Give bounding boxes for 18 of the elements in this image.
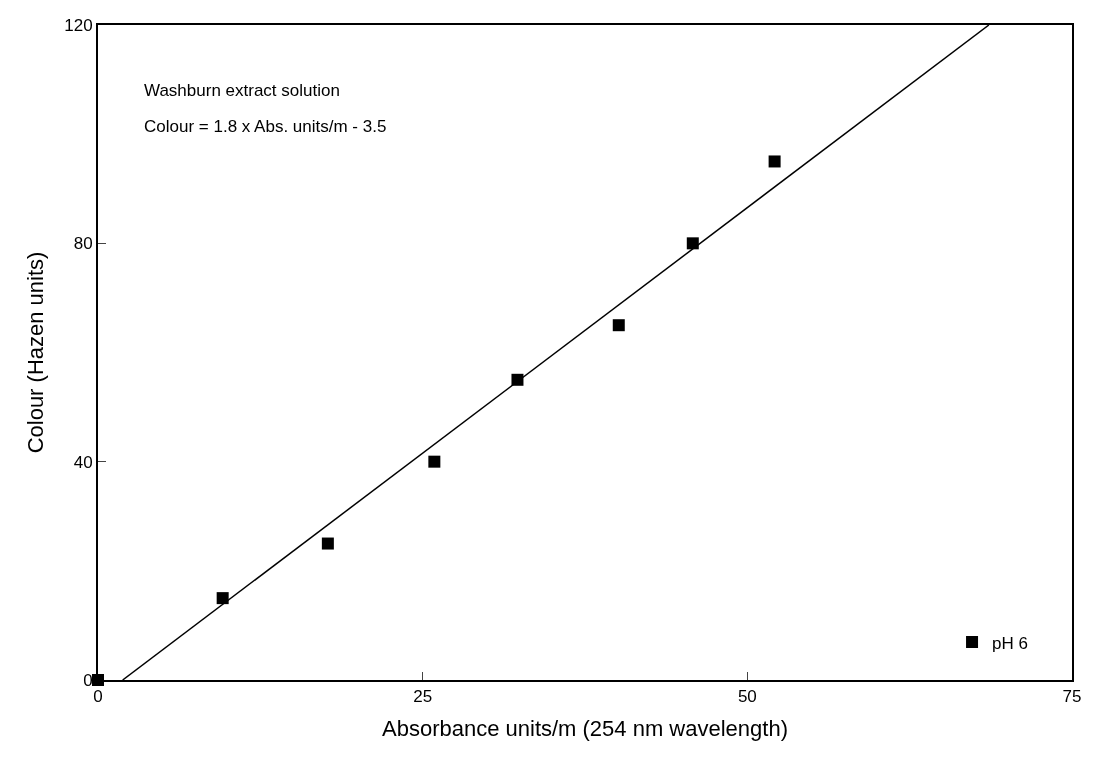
x-tick-label: 75 bbox=[1062, 687, 1082, 707]
y-tick-label: 0 bbox=[83, 670, 93, 690]
x-tick-label: 50 bbox=[737, 687, 757, 707]
annotation: Washburn extract solution bbox=[144, 81, 340, 100]
point bbox=[216, 592, 229, 605]
y-tick-label: 40 bbox=[73, 452, 93, 472]
y-tick-label: 120 bbox=[64, 15, 93, 35]
point bbox=[612, 319, 625, 332]
x-axis-title: Absorbance units/m (254 nm wavelength) bbox=[382, 715, 788, 741]
point bbox=[768, 155, 781, 168]
y-tick-label: 80 bbox=[73, 234, 93, 254]
annotation: Colour = 1.8 x Abs. units/m - 3.5 bbox=[144, 117, 387, 136]
point bbox=[686, 237, 699, 250]
legend-label: pH 6 bbox=[992, 633, 1028, 653]
point bbox=[428, 455, 441, 468]
y-axis-title: Colour (Hazen units) bbox=[22, 251, 48, 454]
x-tick-label: 25 bbox=[413, 687, 433, 707]
point bbox=[321, 537, 334, 550]
